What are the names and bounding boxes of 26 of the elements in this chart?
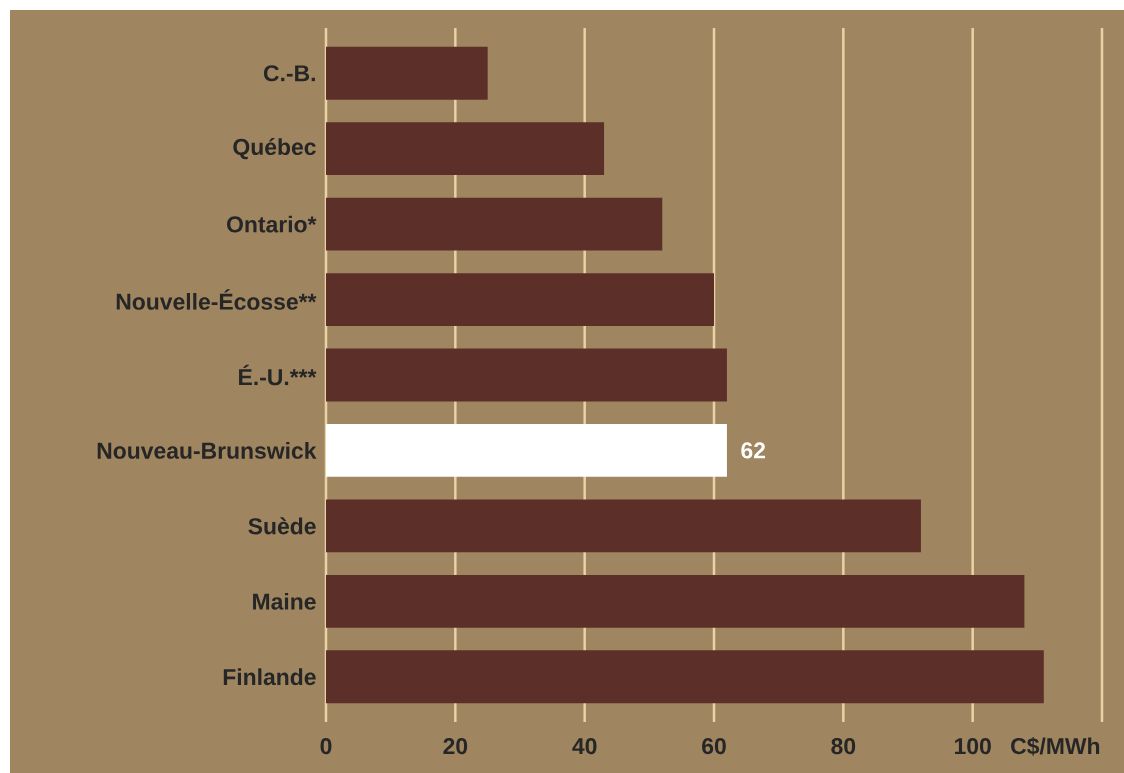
- bar: [326, 348, 727, 402]
- x-tick-label: 20: [443, 738, 468, 755]
- x-tick-label: 100: [955, 738, 991, 755]
- bar: [326, 197, 663, 251]
- y-tick-label: Nouvelle-Écosse**: [116, 289, 317, 310]
- bar: [326, 574, 1025, 628]
- x-tick-label: 80: [831, 738, 856, 755]
- bar: [326, 273, 714, 326]
- y-tick-label: Québec: [233, 138, 316, 160]
- bar: [326, 122, 605, 176]
- bar: [326, 499, 921, 553]
- y-tick-label: Nouveau-Brunswick: [97, 442, 317, 459]
- bar: [326, 424, 727, 477]
- bar: [326, 650, 1044, 704]
- x-tick-label: 40: [572, 738, 597, 755]
- y-tick-label: Maine: [253, 592, 316, 610]
- y-tick-label: Finlande: [223, 668, 316, 686]
- y-tick-label: C.-B.: [263, 65, 315, 82]
- data-label: 62: [741, 442, 766, 459]
- bar: [326, 46, 488, 100]
- y-tick-label: Ontario*: [227, 215, 317, 233]
- x-axis-title: C$/MWh: [1011, 736, 1100, 756]
- x-tick-label: 0: [320, 738, 332, 755]
- y-tick-label: Suède: [248, 517, 316, 535]
- y-tick-label: É.-U.***: [239, 364, 317, 386]
- x-tick-label: 60: [702, 738, 726, 755]
